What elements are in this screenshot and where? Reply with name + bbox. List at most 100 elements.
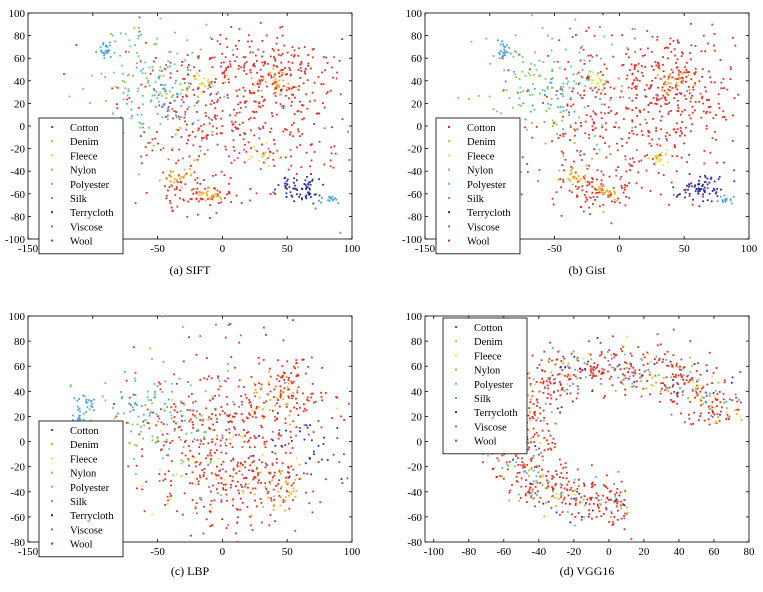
data-point xyxy=(166,66,169,69)
data-point xyxy=(292,93,295,96)
data-point xyxy=(280,105,283,108)
data-point xyxy=(284,444,287,447)
data-point xyxy=(250,406,253,409)
data-point xyxy=(169,411,171,414)
data-point xyxy=(567,80,570,83)
data-point xyxy=(136,62,138,65)
legend-marker xyxy=(51,514,53,517)
data-point xyxy=(181,157,184,160)
data-point xyxy=(635,106,638,109)
data-point xyxy=(207,418,210,421)
data-point xyxy=(647,135,650,137)
data-point xyxy=(193,456,196,459)
data-point xyxy=(538,465,541,468)
points xyxy=(69,315,350,543)
data-point xyxy=(302,392,304,395)
data-point xyxy=(502,57,504,60)
data-point xyxy=(504,54,507,57)
data-point xyxy=(625,141,628,144)
data-point xyxy=(255,192,258,195)
data-point xyxy=(241,486,243,488)
data-point xyxy=(576,149,579,152)
data-point xyxy=(170,184,173,187)
data-point xyxy=(289,74,292,77)
data-point xyxy=(304,72,307,75)
y-tick-label: -80 xyxy=(407,211,422,223)
data-point xyxy=(656,93,659,96)
data-point xyxy=(588,195,591,198)
data-point xyxy=(293,181,295,184)
data-point xyxy=(663,81,666,84)
data-point xyxy=(134,202,137,205)
data-point xyxy=(564,132,567,135)
data-point xyxy=(151,439,154,442)
subplot-caption: (b) Gist xyxy=(569,263,607,277)
data-point xyxy=(178,174,180,177)
data-point xyxy=(575,82,578,85)
data-point xyxy=(676,39,679,42)
data-point xyxy=(144,85,147,88)
data-point xyxy=(543,416,545,419)
data-point xyxy=(197,57,200,59)
legend-marker xyxy=(448,197,450,199)
data-point xyxy=(712,187,715,190)
data-point xyxy=(649,190,652,192)
data-point xyxy=(606,351,609,353)
data-point xyxy=(121,80,124,82)
data-point xyxy=(543,89,546,92)
data-point xyxy=(139,60,142,63)
data-point xyxy=(234,366,236,369)
legend-label: Terrycloth xyxy=(467,208,511,219)
data-point xyxy=(306,426,309,429)
data-point xyxy=(541,455,544,458)
data-point xyxy=(719,401,722,404)
data-point xyxy=(205,457,207,460)
data-point xyxy=(572,87,575,90)
data-point xyxy=(166,432,169,435)
data-point xyxy=(675,84,677,87)
data-point xyxy=(302,472,305,475)
data-point xyxy=(633,37,636,40)
data-point xyxy=(209,490,212,493)
data-point xyxy=(602,210,605,213)
data-point xyxy=(699,175,702,178)
data-point xyxy=(284,422,287,425)
data-point xyxy=(522,90,525,93)
data-point xyxy=(255,505,258,508)
data-point xyxy=(545,502,547,504)
data-point xyxy=(518,53,521,56)
data-point xyxy=(135,444,138,447)
data-point xyxy=(274,88,276,91)
data-point xyxy=(631,157,634,160)
data-point xyxy=(195,197,198,200)
data-point xyxy=(334,152,337,155)
data-point xyxy=(146,408,149,411)
data-point xyxy=(555,493,557,495)
data-point xyxy=(282,85,285,88)
data-point xyxy=(306,472,309,475)
data-point xyxy=(621,145,624,147)
data-point xyxy=(622,63,625,66)
data-point xyxy=(594,496,597,499)
data-point xyxy=(186,108,189,111)
data-point xyxy=(267,381,270,384)
data-point xyxy=(169,202,172,205)
data-point xyxy=(304,372,307,375)
data-point xyxy=(236,516,239,519)
data-point xyxy=(82,418,85,421)
data-point xyxy=(175,186,178,188)
data-point xyxy=(705,112,708,115)
data-point xyxy=(630,87,633,90)
data-point xyxy=(259,68,262,71)
data-point xyxy=(673,128,676,131)
data-point xyxy=(265,151,267,154)
data-point xyxy=(523,466,526,468)
data-point xyxy=(307,399,310,402)
data-point xyxy=(655,381,657,384)
data-point xyxy=(121,397,123,400)
legend-label: Wool xyxy=(467,237,490,248)
data-point xyxy=(136,90,139,93)
data-point xyxy=(631,371,633,374)
data-point xyxy=(297,366,299,369)
data-point xyxy=(646,380,649,382)
